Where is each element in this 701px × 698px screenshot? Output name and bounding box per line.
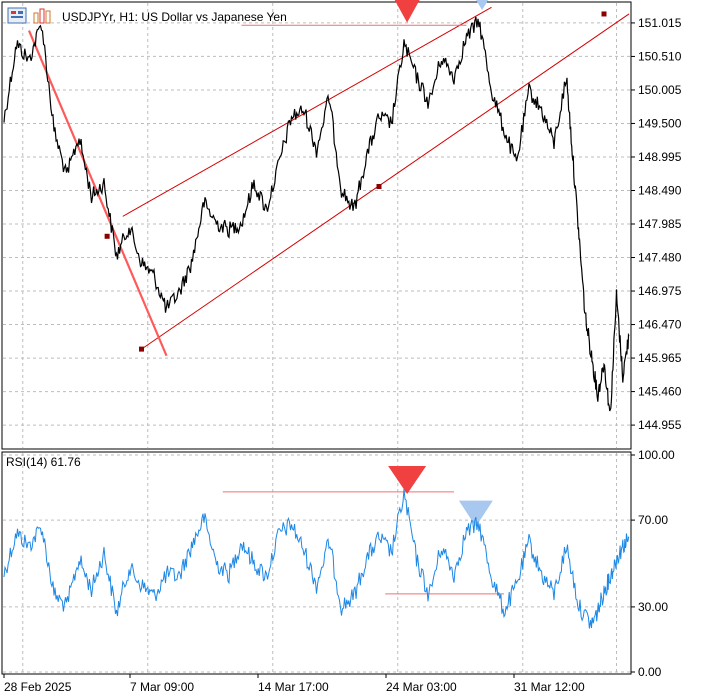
channel-lower-line [141, 13, 630, 350]
rsi-annotations[interactable] [222, 466, 504, 595]
bar-chart-icon[interactable] [33, 8, 51, 24]
price-tick-label: 146.470 [638, 318, 682, 332]
time-tick-label: 7 Mar 09:00 [130, 680, 194, 694]
price-tick-label: 150.005 [638, 83, 682, 97]
anchor-point [139, 346, 144, 352]
price-tick-label: 148.995 [638, 150, 682, 164]
anchor-point [376, 184, 382, 190]
price-grid [3, 3, 630, 448]
price-series-line [3, 16, 630, 412]
price-tick-label: 146.975 [638, 284, 682, 298]
sell-signal-marker [394, 0, 420, 23]
anchor-point [601, 11, 607, 17]
price-tick-label: 145.460 [638, 385, 682, 399]
channel-upper-line [122, 6, 492, 217]
rsi-buy-marker [458, 500, 493, 527]
chart-window-icon[interactable] [7, 7, 27, 24]
time-tick-label: 31 Mar 12:00 [514, 680, 585, 694]
price-tick-label: 144.955 [638, 418, 682, 432]
price-annotations[interactable] [27, 0, 630, 357]
price-tick-label: 148.490 [638, 183, 682, 197]
rsi-title: RSI(14) 61.76 [6, 455, 81, 469]
price-y-axis: 151.015 150.510 150.005 149.500 148.995 148.4… [631, 16, 682, 432]
time-x-axis: 28 Feb 2025 7 Mar 09:00 14 Mar 17:00 24 Mar… [3, 674, 585, 694]
anchor-point [104, 233, 110, 239]
time-tick-label: 14 Mar 17:00 [258, 680, 329, 694]
price-tick-label: 151.015 [638, 16, 682, 30]
price-tick-label: 149.500 [638, 116, 682, 130]
rsi-tick-label: 30.00 [638, 600, 668, 614]
time-tick-label: 28 Feb 2025 [4, 680, 72, 694]
price-tick-label: 145.965 [638, 351, 682, 365]
buy-signal-marker [476, 0, 489, 10]
rsi-panel-frame [1, 451, 632, 675]
rsi-y-axis: 100.00 70.00 30.00 0.00 [631, 448, 675, 679]
rsi-tick-label: 70.00 [638, 513, 668, 527]
time-tick-label: 24 Mar 03:00 [386, 680, 457, 694]
rsi-tick-label: 100.00 [638, 448, 675, 462]
rsi-series-line [3, 488, 630, 629]
symbol-title: USDJPYr, H1: US Dollar vs Japanese Yen [62, 10, 287, 24]
price-tick-label: 150.510 [638, 49, 682, 63]
rsi-sell-marker [388, 466, 427, 495]
price-tick-label: 147.480 [638, 251, 682, 265]
rsi-tick-label: 0.00 [638, 665, 662, 679]
price-tick-label: 147.985 [638, 217, 682, 231]
price-panel-frame [1, 1, 632, 450]
